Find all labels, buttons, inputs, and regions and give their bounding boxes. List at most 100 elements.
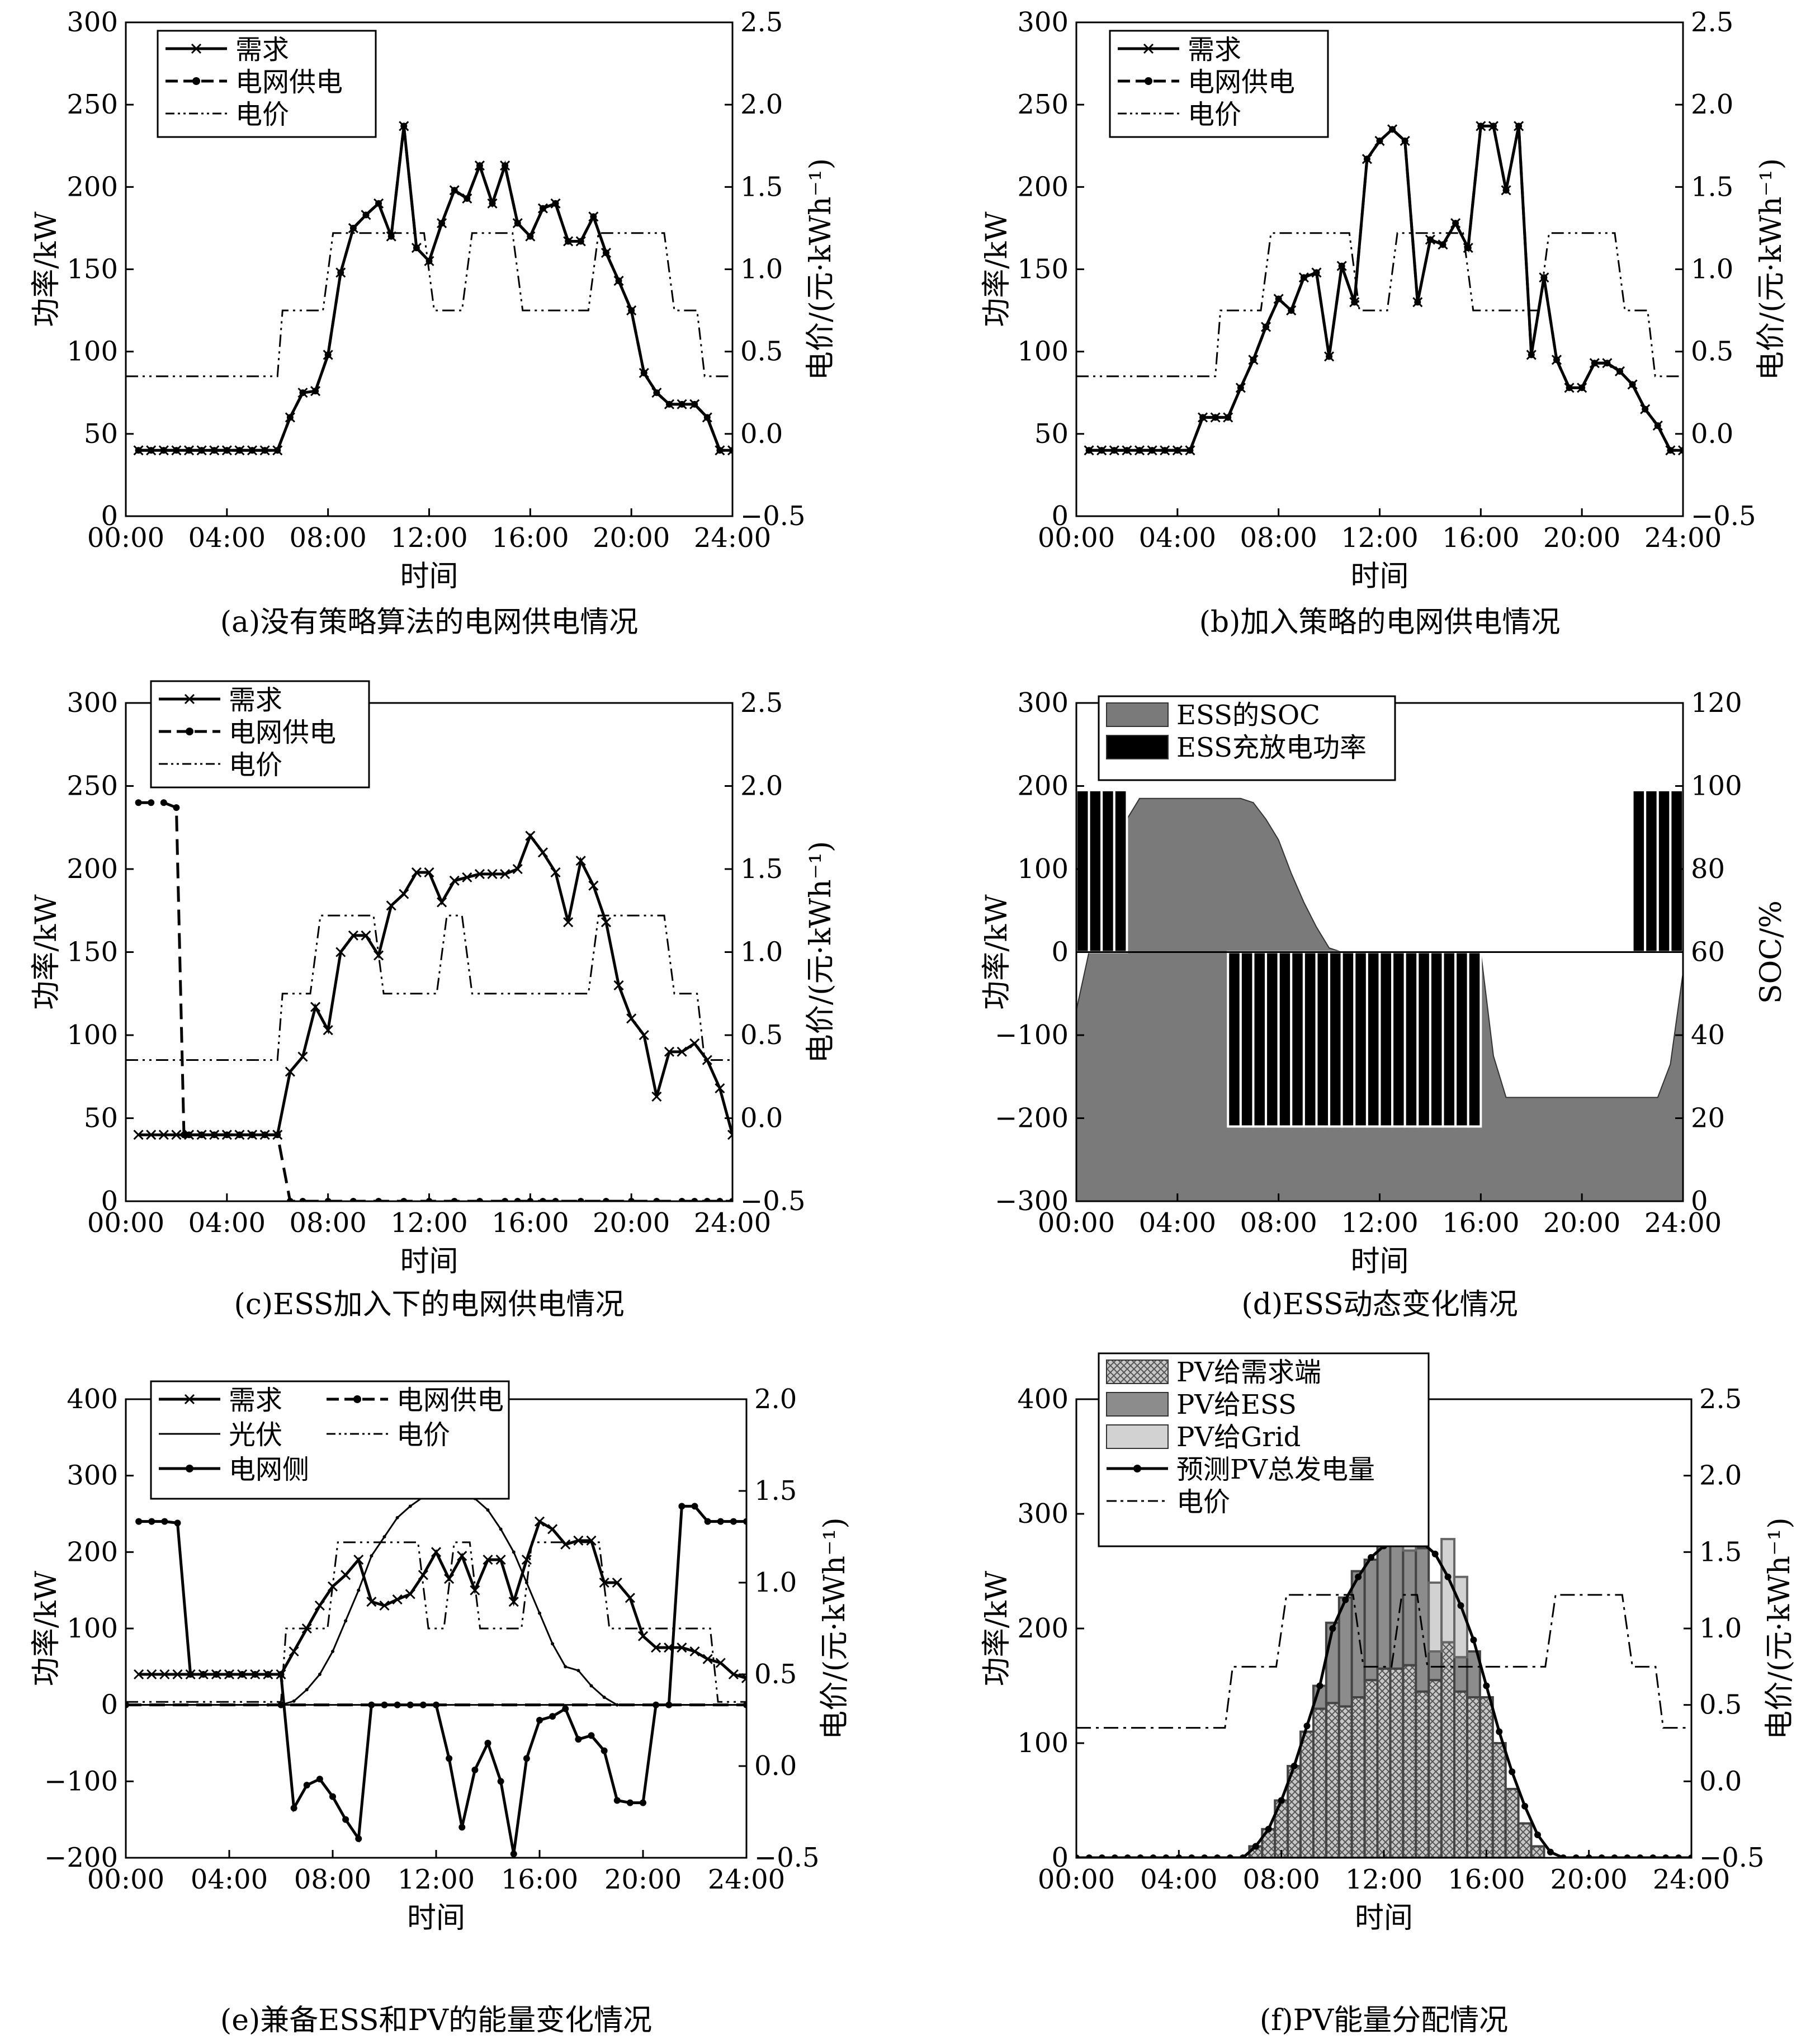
data-point (495, 1554, 506, 1565)
data-point (1265, 1825, 1272, 1833)
chart-bar (1669, 789, 1683, 953)
series-line (1076, 232, 1683, 377)
x-tick-label: 24:00 (1644, 522, 1722, 554)
data-point (523, 1755, 530, 1762)
y2-tick-label: −0.5 (1691, 501, 1756, 532)
legend-label: 光伏 (229, 1419, 282, 1451)
chart-bar (1088, 789, 1103, 953)
data-point (324, 351, 332, 358)
data-point (1098, 447, 1105, 454)
y-tick-label: 400 (1017, 1384, 1069, 1415)
data-point (575, 1736, 582, 1743)
y2-tick-label: 2.0 (740, 771, 783, 802)
data-point (677, 1642, 687, 1653)
panel-caption: (d)ESS动态变化情况 (1241, 1288, 1518, 1321)
data-point (639, 1030, 649, 1041)
x-tick-label: 12:00 (398, 1864, 475, 1895)
data-point (462, 872, 472, 882)
data-point (551, 1642, 555, 1646)
data-point (1199, 414, 1207, 421)
y-axis-label: 功率/kW (980, 1570, 1014, 1686)
data-point (375, 200, 382, 207)
x-tick-label: 24:00 (694, 1207, 771, 1239)
y-tick-label: 200 (67, 171, 118, 202)
chart-bar (1378, 951, 1394, 1128)
legend-swatch (1106, 735, 1169, 759)
data-point (727, 1130, 732, 1140)
legend-swatch (1106, 1359, 1169, 1384)
y2-axis-label: 电价/(元·kWh⁻¹) (1763, 1517, 1797, 1739)
x-tick-label: 12:00 (390, 1207, 467, 1239)
data-point (1452, 220, 1459, 227)
x-tick-label: 16:00 (491, 1207, 569, 1239)
data-point (1303, 1722, 1311, 1730)
y2-tick-label: −0.5 (740, 1186, 806, 1217)
x-tick-label: 12:00 (1341, 522, 1418, 554)
data-point (292, 1699, 296, 1703)
data-point (418, 1570, 428, 1580)
legend-swatch (1106, 1424, 1169, 1449)
data-point (702, 1654, 713, 1664)
data-point (146, 1669, 157, 1680)
y2-tick-label: 1.0 (740, 937, 783, 968)
data-point (484, 1740, 491, 1746)
x-tick-label: 12:00 (1345, 1864, 1422, 1895)
y-tick-label: 50 (84, 1103, 118, 1134)
legend-label: 电网供电 (1188, 67, 1295, 98)
data-point (180, 1131, 187, 1139)
y-tick-label: −100 (995, 1019, 1069, 1051)
y2-axis-label: 电价/(元·kWh⁻¹) (1755, 158, 1788, 380)
chart-bar (1504, 1788, 1520, 1858)
data-point (329, 1793, 336, 1800)
chart-bar (1416, 951, 1431, 1128)
data-point (539, 205, 546, 212)
data-point (236, 447, 243, 454)
chart-bar (1328, 951, 1343, 1128)
series-line (1089, 124, 1683, 452)
data-point (1212, 414, 1219, 421)
x-axis-label: 时间 (1350, 560, 1408, 593)
legend-marker (186, 1465, 193, 1472)
series-line (139, 1519, 746, 1680)
chart-bar (1427, 1650, 1443, 1682)
data-point (1351, 299, 1358, 306)
data-point (512, 1550, 516, 1554)
y-tick-label: 250 (67, 771, 118, 802)
chart-bar (1312, 1707, 1327, 1858)
y2-tick-label: 0.0 (740, 418, 783, 450)
y2-tick-label: 0.5 (1699, 1689, 1742, 1721)
legend-label: ESS的SOC (1176, 700, 1320, 731)
x-axis-label: 时间 (407, 1901, 465, 1935)
y-tick-label: 150 (67, 937, 118, 968)
data-point (370, 1554, 374, 1558)
panel-caption: (c)ESS加入下的电网供电情况 (234, 1288, 625, 1321)
data-point (730, 1518, 737, 1525)
x-tick-label: 20:00 (593, 1207, 670, 1239)
data-point (1148, 447, 1156, 454)
y2-tick-label: 1.5 (1699, 1536, 1742, 1568)
y-tick-label: −300 (995, 1186, 1069, 1217)
series-line (126, 232, 732, 377)
data-point (1300, 274, 1307, 281)
panel-caption: (e)兼备ESS和PV的能量变化情况 (220, 2004, 652, 2037)
y2-tick-label: 1.5 (740, 171, 783, 202)
data-point (715, 1658, 726, 1668)
legend-label: 预测PV总发电量 (1176, 1454, 1375, 1485)
data-point (146, 1130, 157, 1140)
plot-area (1076, 121, 1683, 456)
data-point (1313, 269, 1320, 276)
y2-tick-label: 0.5 (740, 1019, 783, 1051)
chart-bar (1440, 1641, 1456, 1858)
data-point (626, 1013, 637, 1024)
legend-marker (184, 693, 195, 705)
data-point (602, 249, 609, 257)
data-point (689, 1038, 700, 1049)
data-point (134, 1669, 144, 1680)
data-point (1642, 405, 1649, 413)
chart-bar (1376, 1667, 1392, 1858)
y2-tick-label: 2.5 (740, 687, 783, 719)
data-point (1477, 122, 1485, 130)
series-line (138, 126, 732, 452)
x-tick-label: 24:00 (694, 522, 771, 554)
legend-marker (186, 728, 193, 735)
